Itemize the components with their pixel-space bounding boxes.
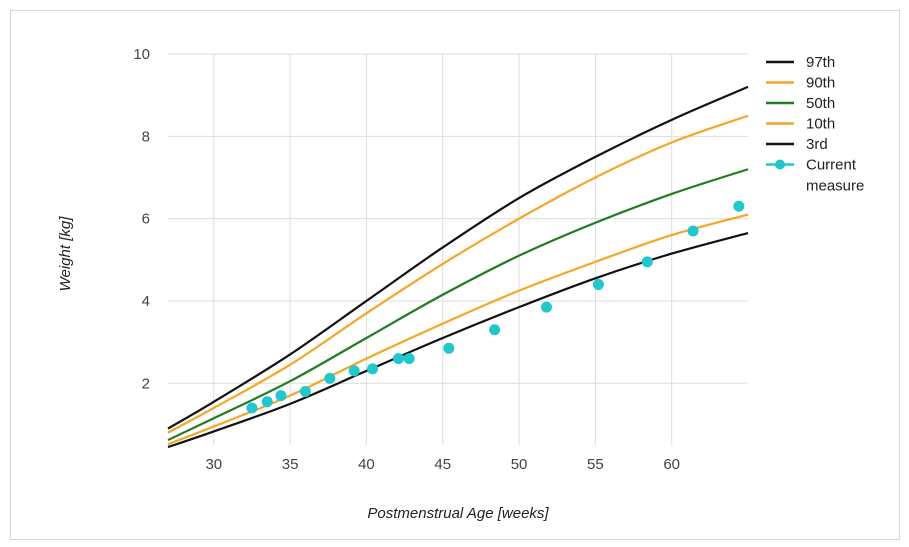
chart-frame [10, 10, 900, 540]
measure-point [348, 365, 360, 377]
measure-point [687, 225, 699, 237]
percentile-lines [167, 85, 749, 449]
measure-point [246, 402, 258, 414]
series-line-10th [167, 213, 749, 446]
grid [168, 53, 748, 445]
measure-point [541, 301, 553, 313]
series-line-3rd [167, 231, 749, 449]
legend-label: 97th [806, 54, 835, 71]
measure-point [592, 278, 604, 290]
y-tick-label: 6 [142, 211, 150, 228]
axis-ticks: 30 35 40 45 50 55 60 2 4 6 8 10 [133, 46, 680, 473]
legend-label: 50th [806, 95, 835, 112]
measure-point [275, 390, 287, 402]
x-tick-label: 55 [587, 456, 604, 473]
x-tick-label: 45 [434, 456, 451, 473]
x-tick-label: 40 [358, 456, 375, 473]
x-tick-label: 60 [663, 456, 680, 473]
series-line-90th [167, 114, 749, 434]
measure-point [403, 353, 415, 365]
legend-label: 3rd [806, 136, 828, 153]
x-tick-label: 35 [282, 456, 299, 473]
legend-point-swatch [775, 159, 785, 170]
measure-point [641, 256, 653, 268]
measure-point [392, 353, 404, 365]
measure-point [489, 324, 501, 336]
measure-point [443, 342, 455, 354]
measure-point [324, 372, 336, 384]
series-line-50th [167, 168, 749, 442]
y-tick-label: 10 [133, 46, 150, 63]
y-tick-label: 4 [142, 293, 150, 310]
series-line-97th [167, 85, 749, 430]
x-axis-title: Postmenstrual Age [weeks] [367, 505, 549, 522]
legend-label: 10th [806, 116, 835, 133]
legend: 97th 90th 50th 10th 3rd Current measure [766, 54, 864, 195]
current-measure-points [246, 200, 745, 414]
y-tick-label: 8 [142, 128, 150, 145]
measure-point [367, 363, 379, 375]
legend-label: Current measure [806, 157, 864, 195]
x-tick-label: 50 [511, 456, 528, 473]
y-tick-label: 2 [142, 375, 150, 392]
measure-point [261, 396, 273, 408]
x-tick-label: 30 [205, 456, 222, 473]
measure-point [299, 385, 311, 397]
measure-point [733, 200, 745, 212]
y-axis-title: Weight [kg] [57, 216, 74, 292]
legend-label: 90th [806, 75, 835, 92]
